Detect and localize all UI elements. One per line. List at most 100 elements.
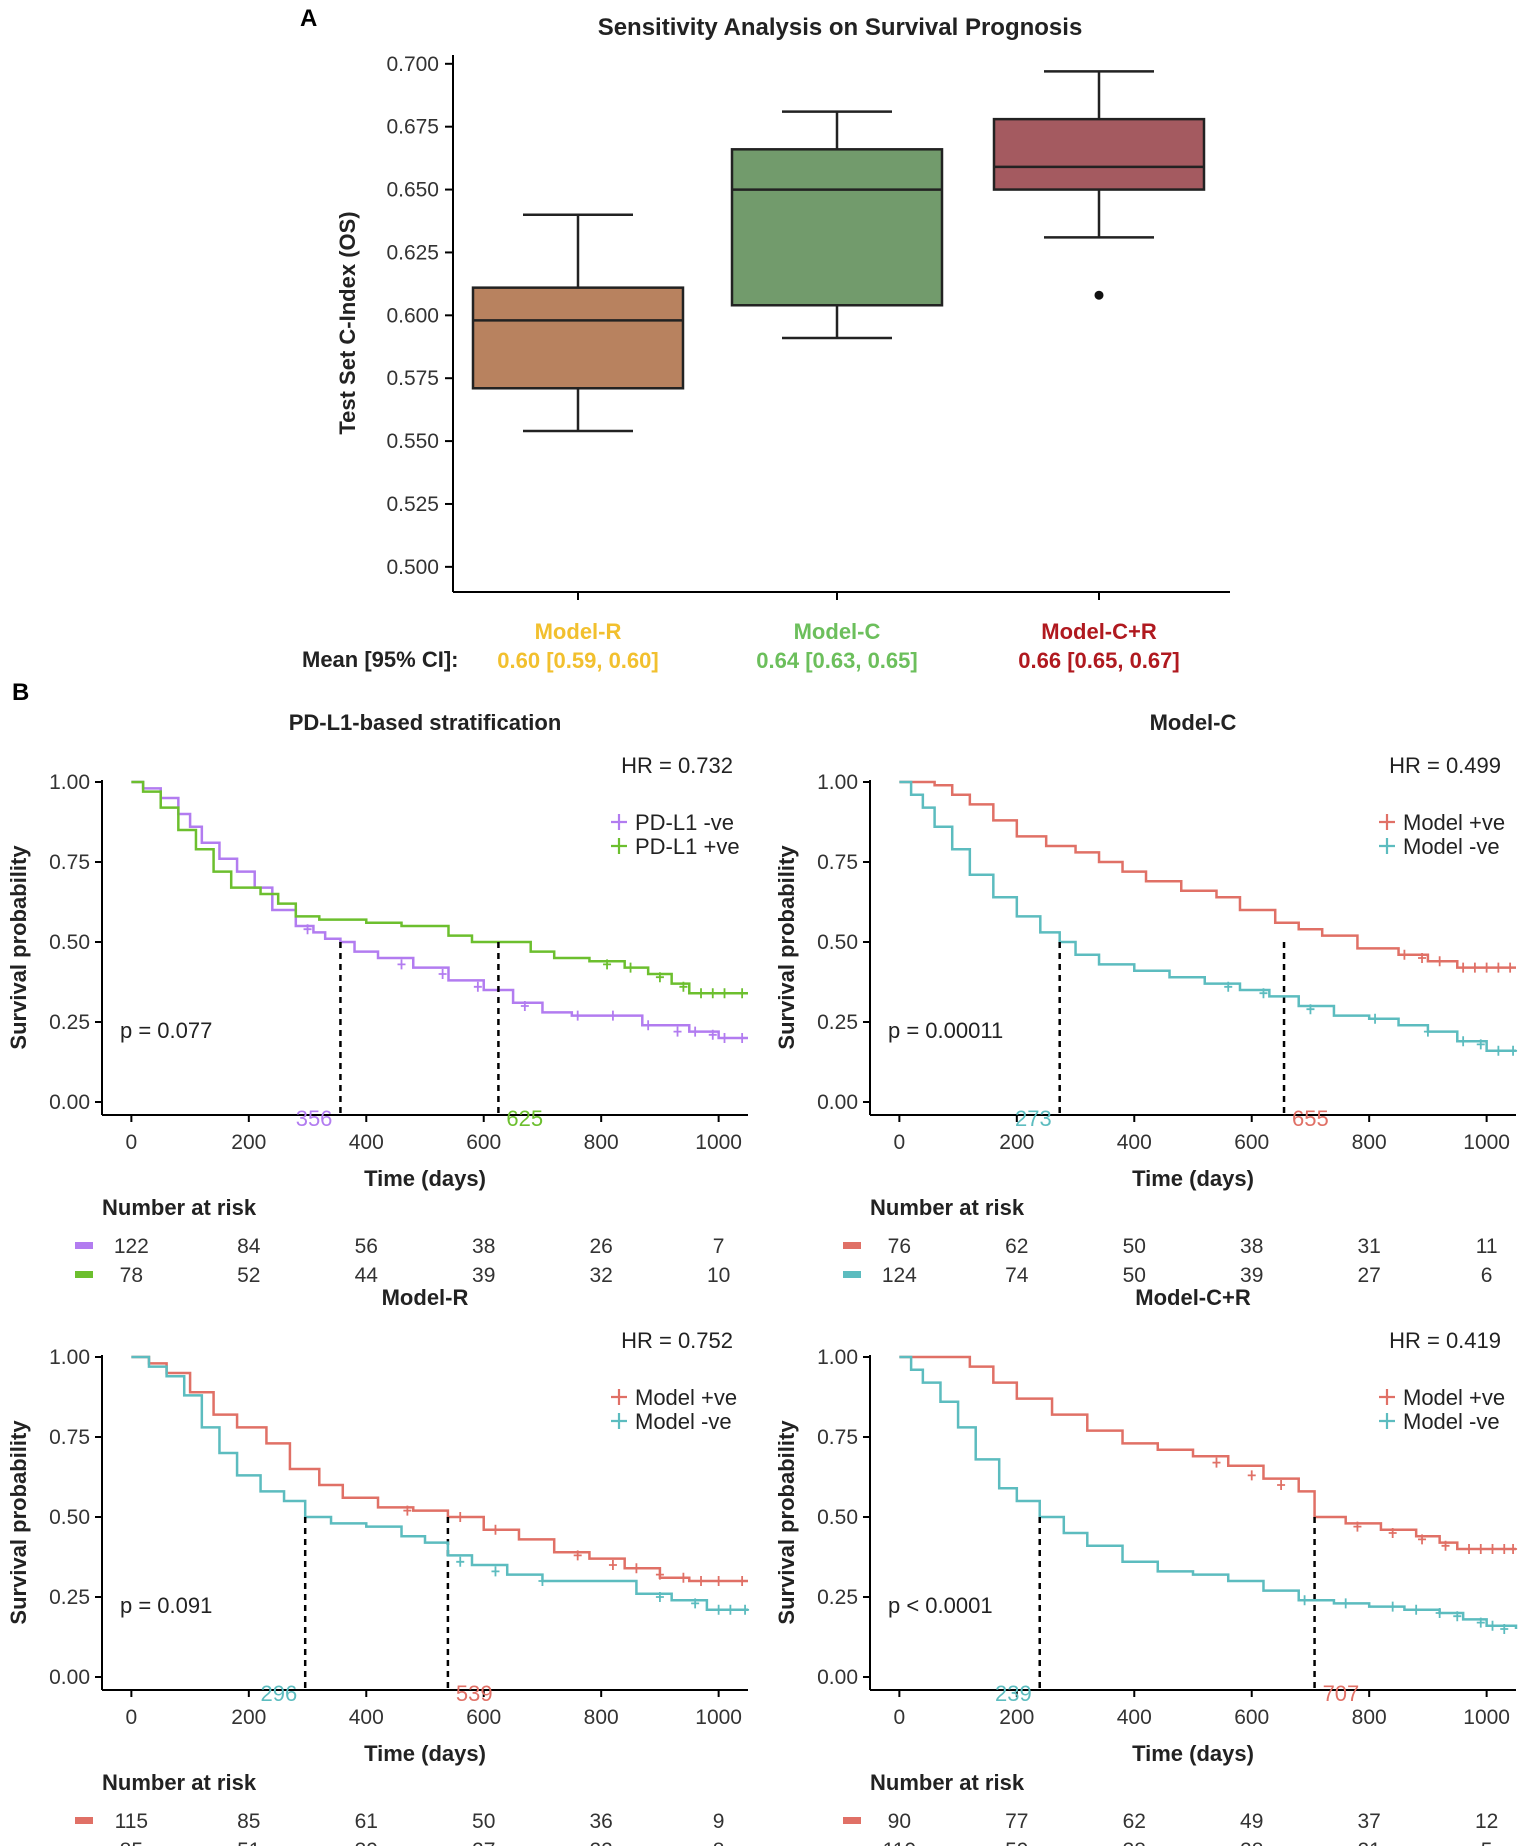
y-tick-label: 0.550 xyxy=(386,430,439,453)
hazard-ratio: HR = 0.419 xyxy=(1389,1328,1501,1353)
censor-mark xyxy=(697,1576,706,1586)
x-tick-label: 600 xyxy=(1234,1131,1269,1154)
risk-table-swatch xyxy=(75,1271,93,1278)
censor-mark xyxy=(673,1026,682,1037)
censor-mark xyxy=(632,1563,641,1574)
y-tick-label: 0.50 xyxy=(49,1506,90,1529)
y-tick-label: 0.625 xyxy=(386,241,439,264)
legend-label: Model +ve xyxy=(1403,810,1505,835)
survival-curve xyxy=(131,780,748,1040)
x-axis-label: Time (days) xyxy=(1132,1741,1254,1766)
legend-marker xyxy=(1379,814,1395,830)
median-label: 707 xyxy=(1323,1681,1360,1706)
y-tick-label: 0.25 xyxy=(49,1011,90,1034)
censor-mark xyxy=(1470,962,1479,973)
risk-count: 37 xyxy=(1358,1810,1381,1833)
risk-count: 77 xyxy=(1005,1810,1028,1833)
box-model-c-r xyxy=(992,117,1206,191)
y-axis-label: Survival probability xyxy=(774,1420,799,1625)
risk-table-title: Number at risk xyxy=(102,1195,257,1220)
x-tick-label: 200 xyxy=(999,1706,1034,1729)
censor-mark xyxy=(1459,962,1468,973)
risk-count: 44 xyxy=(355,1264,379,1287)
legend-marker xyxy=(1379,1389,1395,1405)
censor-mark xyxy=(438,969,447,979)
risk-count: 11 xyxy=(1476,1235,1498,1258)
survival-curve xyxy=(899,780,1516,1053)
censor-mark xyxy=(738,988,747,999)
median-label: 273 xyxy=(1015,1106,1052,1131)
x-tick-label: 800 xyxy=(584,1131,619,1154)
ci-label: 0.66 [0.65, 0.67] xyxy=(1018,648,1179,673)
x-tick-label: 800 xyxy=(584,1706,619,1729)
box-model-c xyxy=(730,148,944,307)
risk-count: 27 xyxy=(1358,1264,1381,1287)
p-value: p = 0.00011 xyxy=(888,1018,1003,1043)
censor-mark xyxy=(1476,1544,1485,1554)
censor-mark xyxy=(1388,1528,1397,1538)
censor-mark xyxy=(303,924,312,935)
censor-mark xyxy=(491,1566,500,1577)
y-tick-label: 0.50 xyxy=(49,931,90,954)
risk-count: 32 xyxy=(590,1264,613,1287)
risk-count: 8 xyxy=(713,1839,725,1846)
risk-count: 28 xyxy=(1240,1839,1263,1846)
x-tick-label: 400 xyxy=(349,1706,384,1729)
x-tick-label: 200 xyxy=(231,1706,266,1729)
risk-count: 85 xyxy=(120,1839,143,1846)
km-plot-model-c: Model-C 0.00 0.25 0.50 0.75 1.00 0 200 400 600 800… xyxy=(774,710,1518,1287)
censor-mark xyxy=(1500,1544,1509,1554)
risk-count: 90 xyxy=(888,1810,911,1833)
x-tick-label: Model-C xyxy=(794,619,881,644)
y-tick-label: 0.525 xyxy=(386,493,439,516)
risk-count: 52 xyxy=(237,1264,260,1287)
censor-mark xyxy=(1371,1013,1380,1024)
censor-mark xyxy=(573,1550,582,1561)
risk-count: 38 xyxy=(1123,1839,1146,1846)
censor-mark xyxy=(573,1010,582,1021)
censor-mark xyxy=(1353,1521,1362,1532)
legend-marker xyxy=(611,838,627,854)
plot-title: Model-C+R xyxy=(1135,1285,1251,1310)
censor-mark xyxy=(491,1524,500,1535)
y-axis-label: Survival probability xyxy=(6,845,31,1050)
x-tick-label: 1000 xyxy=(695,1131,742,1154)
risk-count: 122 xyxy=(114,1235,149,1258)
censor-mark xyxy=(708,988,717,999)
risk-count: 38 xyxy=(1240,1235,1263,1258)
risk-count: 51 xyxy=(237,1839,260,1846)
hazard-ratio: HR = 0.752 xyxy=(621,1328,733,1353)
censor-mark xyxy=(1506,962,1515,973)
legend-label: Model -ve xyxy=(1403,834,1500,859)
y-tick-label: 1.00 xyxy=(49,1346,90,1369)
censor-mark xyxy=(1423,1026,1432,1037)
y-tick-label: 0.50 xyxy=(817,1506,858,1529)
risk-count: 6 xyxy=(1481,1264,1493,1287)
x-tick-label: 0 xyxy=(894,1131,906,1154)
risk-count: 76 xyxy=(888,1235,911,1258)
panel-label-a: A xyxy=(300,5,317,32)
survival-curve xyxy=(131,1355,748,1583)
risk-table-title: Number at risk xyxy=(102,1770,257,1795)
x-tick-label: 800 xyxy=(1352,1706,1387,1729)
y-tick-label: 0.00 xyxy=(817,1666,858,1689)
y-tick-label: 0.00 xyxy=(817,1091,858,1114)
censor-mark xyxy=(1400,949,1409,960)
censor-mark xyxy=(1247,1470,1256,1481)
y-tick-label: 0.00 xyxy=(49,1666,90,1689)
censor-mark xyxy=(1306,1004,1315,1015)
x-tick-label: 1000 xyxy=(695,1706,742,1729)
censor-mark xyxy=(1494,1045,1503,1056)
x-axis-label: Time (days) xyxy=(1132,1166,1254,1191)
censor-mark xyxy=(655,972,664,983)
censor-mark xyxy=(1509,1544,1518,1554)
y-tick-label: 0.650 xyxy=(386,179,439,202)
censor-mark xyxy=(1300,1595,1309,1606)
risk-table-swatch xyxy=(843,1817,861,1824)
censor-mark xyxy=(1435,1608,1444,1618)
censor-mark xyxy=(456,1556,465,1567)
risk-count: 27 xyxy=(472,1839,495,1846)
boxplot-panel: Sensitivity Analysis on Survival Prognos… xyxy=(302,14,1230,673)
km-plot-model-r: Model-R 0.00 0.25 0.50 0.75 1.00 0 200 400 600 800… xyxy=(6,1285,750,1846)
